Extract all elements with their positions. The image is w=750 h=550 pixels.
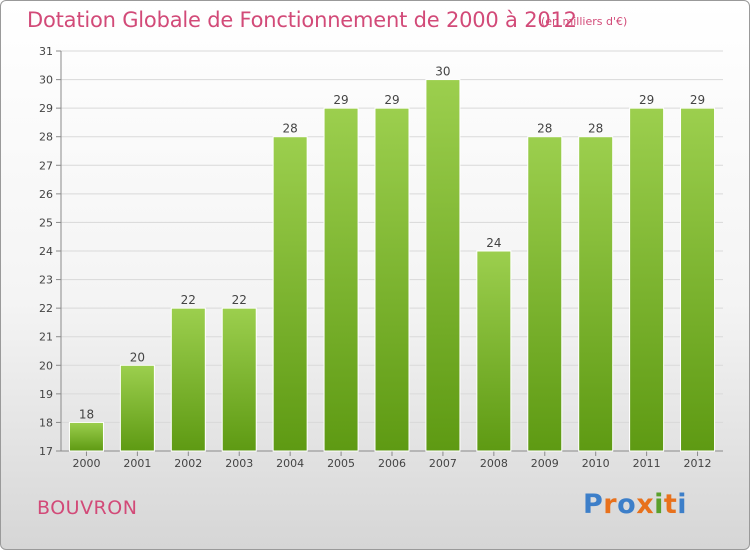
y-tick-label: 23 <box>39 274 53 287</box>
x-tick-label: 2008 <box>480 457 508 470</box>
y-tick-label: 21 <box>39 331 53 344</box>
y-tick-label: 26 <box>39 188 53 201</box>
bar-2012 <box>680 107 716 452</box>
logo-letter: r <box>603 489 618 520</box>
x-tick-label: 2009 <box>531 457 559 470</box>
data-label: 29 <box>384 93 399 107</box>
x-tick-labels: 2000 2001 2002 2003 2004 2005 2006 2007 2008 2009… <box>72 457 711 470</box>
x-tick-label: 2001 <box>123 457 151 470</box>
data-label: 28 <box>588 122 603 136</box>
chart-title: Dotation Globale de Fonctionnement de 20… <box>27 8 577 32</box>
data-label: 28 <box>283 122 298 136</box>
logo-letter: i <box>677 489 688 520</box>
logo-letter: x <box>636 489 655 520</box>
y-tick-label: 28 <box>39 131 53 144</box>
logo-letter: P <box>583 489 604 520</box>
y-tick-label: 19 <box>39 388 53 401</box>
bar-2003 <box>221 307 257 452</box>
bar-2000 <box>68 421 104 452</box>
x-tick-label: 2003 <box>225 457 253 470</box>
x-tick-label: 2007 <box>429 457 457 470</box>
x-tick-label: 2004 <box>276 457 304 470</box>
bar-2009 <box>527 136 563 452</box>
y-tick-label: 20 <box>39 359 53 372</box>
bar-2002 <box>170 307 206 452</box>
bars <box>68 79 716 452</box>
y-tick-label: 30 <box>39 74 53 87</box>
bar-2005 <box>323 107 359 452</box>
data-label: 18 <box>79 407 94 421</box>
data-label: 29 <box>333 93 348 107</box>
y-tick-label: 29 <box>39 102 53 115</box>
x-tick-label: 2012 <box>684 457 712 470</box>
y-tick-label: 31 <box>39 45 53 58</box>
bar-2001 <box>119 364 155 452</box>
logo-letter: i <box>654 489 664 520</box>
y-tick-label: 18 <box>39 416 53 429</box>
x-tick-label: 2010 <box>582 457 610 470</box>
commune-name: BOUVRON <box>37 497 138 519</box>
y-tick-labels: 17 18 19 20 21 22 23 24 25 26 27 28 29 30 31 <box>39 45 53 458</box>
logo-letter: t <box>663 489 678 520</box>
x-tick-label: 2005 <box>327 457 355 470</box>
y-tick-label: 17 <box>39 445 53 458</box>
data-label: 22 <box>232 293 247 307</box>
data-label: 20 <box>130 350 145 364</box>
x-tick-label: 2002 <box>174 457 202 470</box>
proxiti-logo: Proxiti <box>583 489 687 520</box>
chart-unit: (en milliers d'€) <box>541 15 628 28</box>
data-label: 22 <box>181 293 196 307</box>
x-tick-label: 2006 <box>378 457 406 470</box>
y-tick-label: 24 <box>39 245 53 258</box>
data-label: 28 <box>537 122 552 136</box>
data-labels: 18 20 22 22 28 29 29 30 24 28 28 29 29 <box>79 65 705 422</box>
bar-2008 <box>476 250 512 452</box>
y-tick-label: 27 <box>39 159 53 172</box>
bar-2011 <box>629 107 665 452</box>
bar-2004 <box>272 136 308 452</box>
bar-2007 <box>425 79 461 452</box>
data-label: 29 <box>639 93 654 107</box>
y-tick-label: 25 <box>39 216 53 229</box>
logo-letter: o <box>617 489 637 520</box>
x-tick-label: 2000 <box>72 457 100 470</box>
bar-2006 <box>374 107 410 452</box>
x-tick-label: 2011 <box>633 457 661 470</box>
y-tick-label: 22 <box>39 302 53 315</box>
data-label: 30 <box>435 65 450 79</box>
data-label: 29 <box>690 93 705 107</box>
data-label: 24 <box>486 236 501 250</box>
bar-2010 <box>578 136 614 452</box>
